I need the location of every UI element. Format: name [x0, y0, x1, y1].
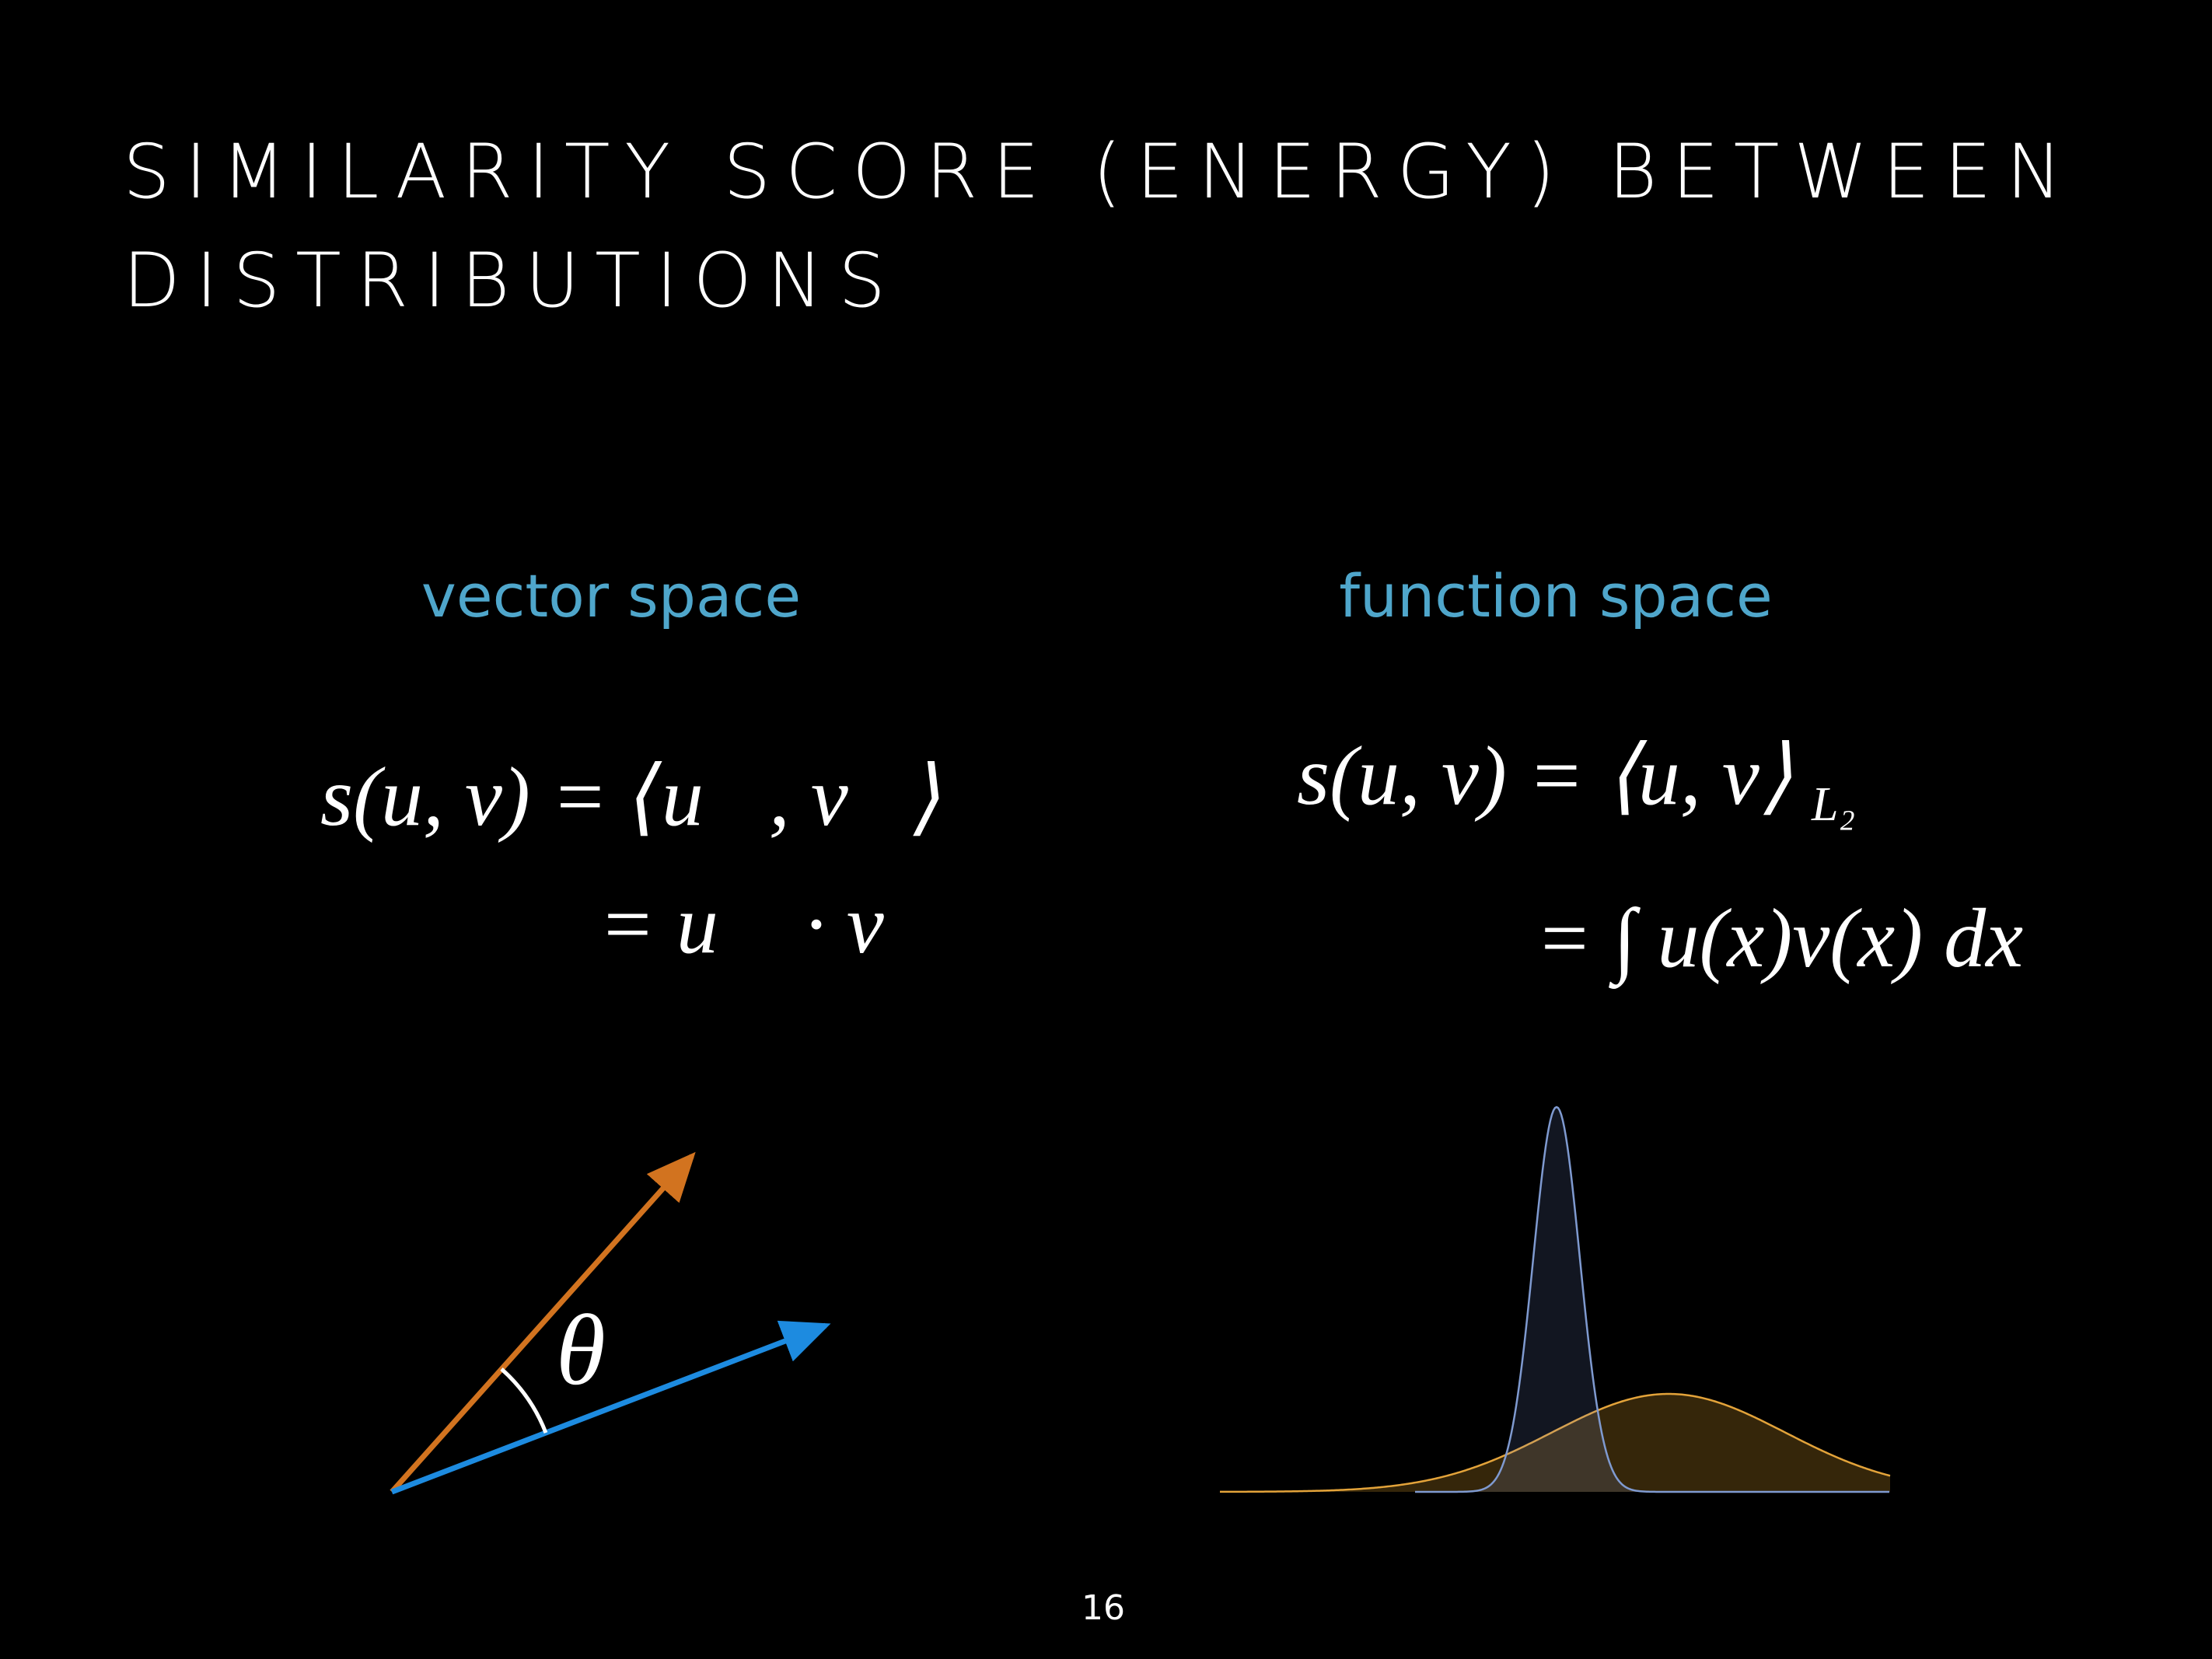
equation-subscript: L₂	[1811, 778, 1855, 831]
heading: vector space	[421, 561, 801, 630]
equation: = u⃗ · v⃗	[599, 878, 949, 971]
angle-label: θ	[556, 1294, 606, 1406]
distribution-curves	[1220, 1105, 1891, 1493]
narrow-distribution-line	[1415, 1105, 1889, 1493]
page-number: 16	[1082, 1588, 1125, 1628]
angle-arc	[500, 1367, 548, 1434]
equation: s(u, v) = ⟨u⃗, v⃗⟩	[320, 751, 946, 843]
vector-v	[390, 1320, 831, 1495]
equation: s(u, v) = ⟨u, v⟩	[1297, 730, 1792, 823]
title-line: SIMILARITY SCORE (ENERGY) BETWEEN	[123, 128, 2062, 215]
narrow-distribution-area	[1415, 1107, 1889, 1492]
title-line: DISTRIBUTIONS	[123, 237, 886, 324]
wide-distribution-area	[1220, 1394, 1890, 1492]
heading: function space	[1339, 561, 1773, 630]
equation: = ∫ u(x)v(x) dx	[1536, 892, 2023, 989]
wide-distribution-line	[1220, 1392, 1891, 1493]
vector-u	[390, 1151, 696, 1494]
